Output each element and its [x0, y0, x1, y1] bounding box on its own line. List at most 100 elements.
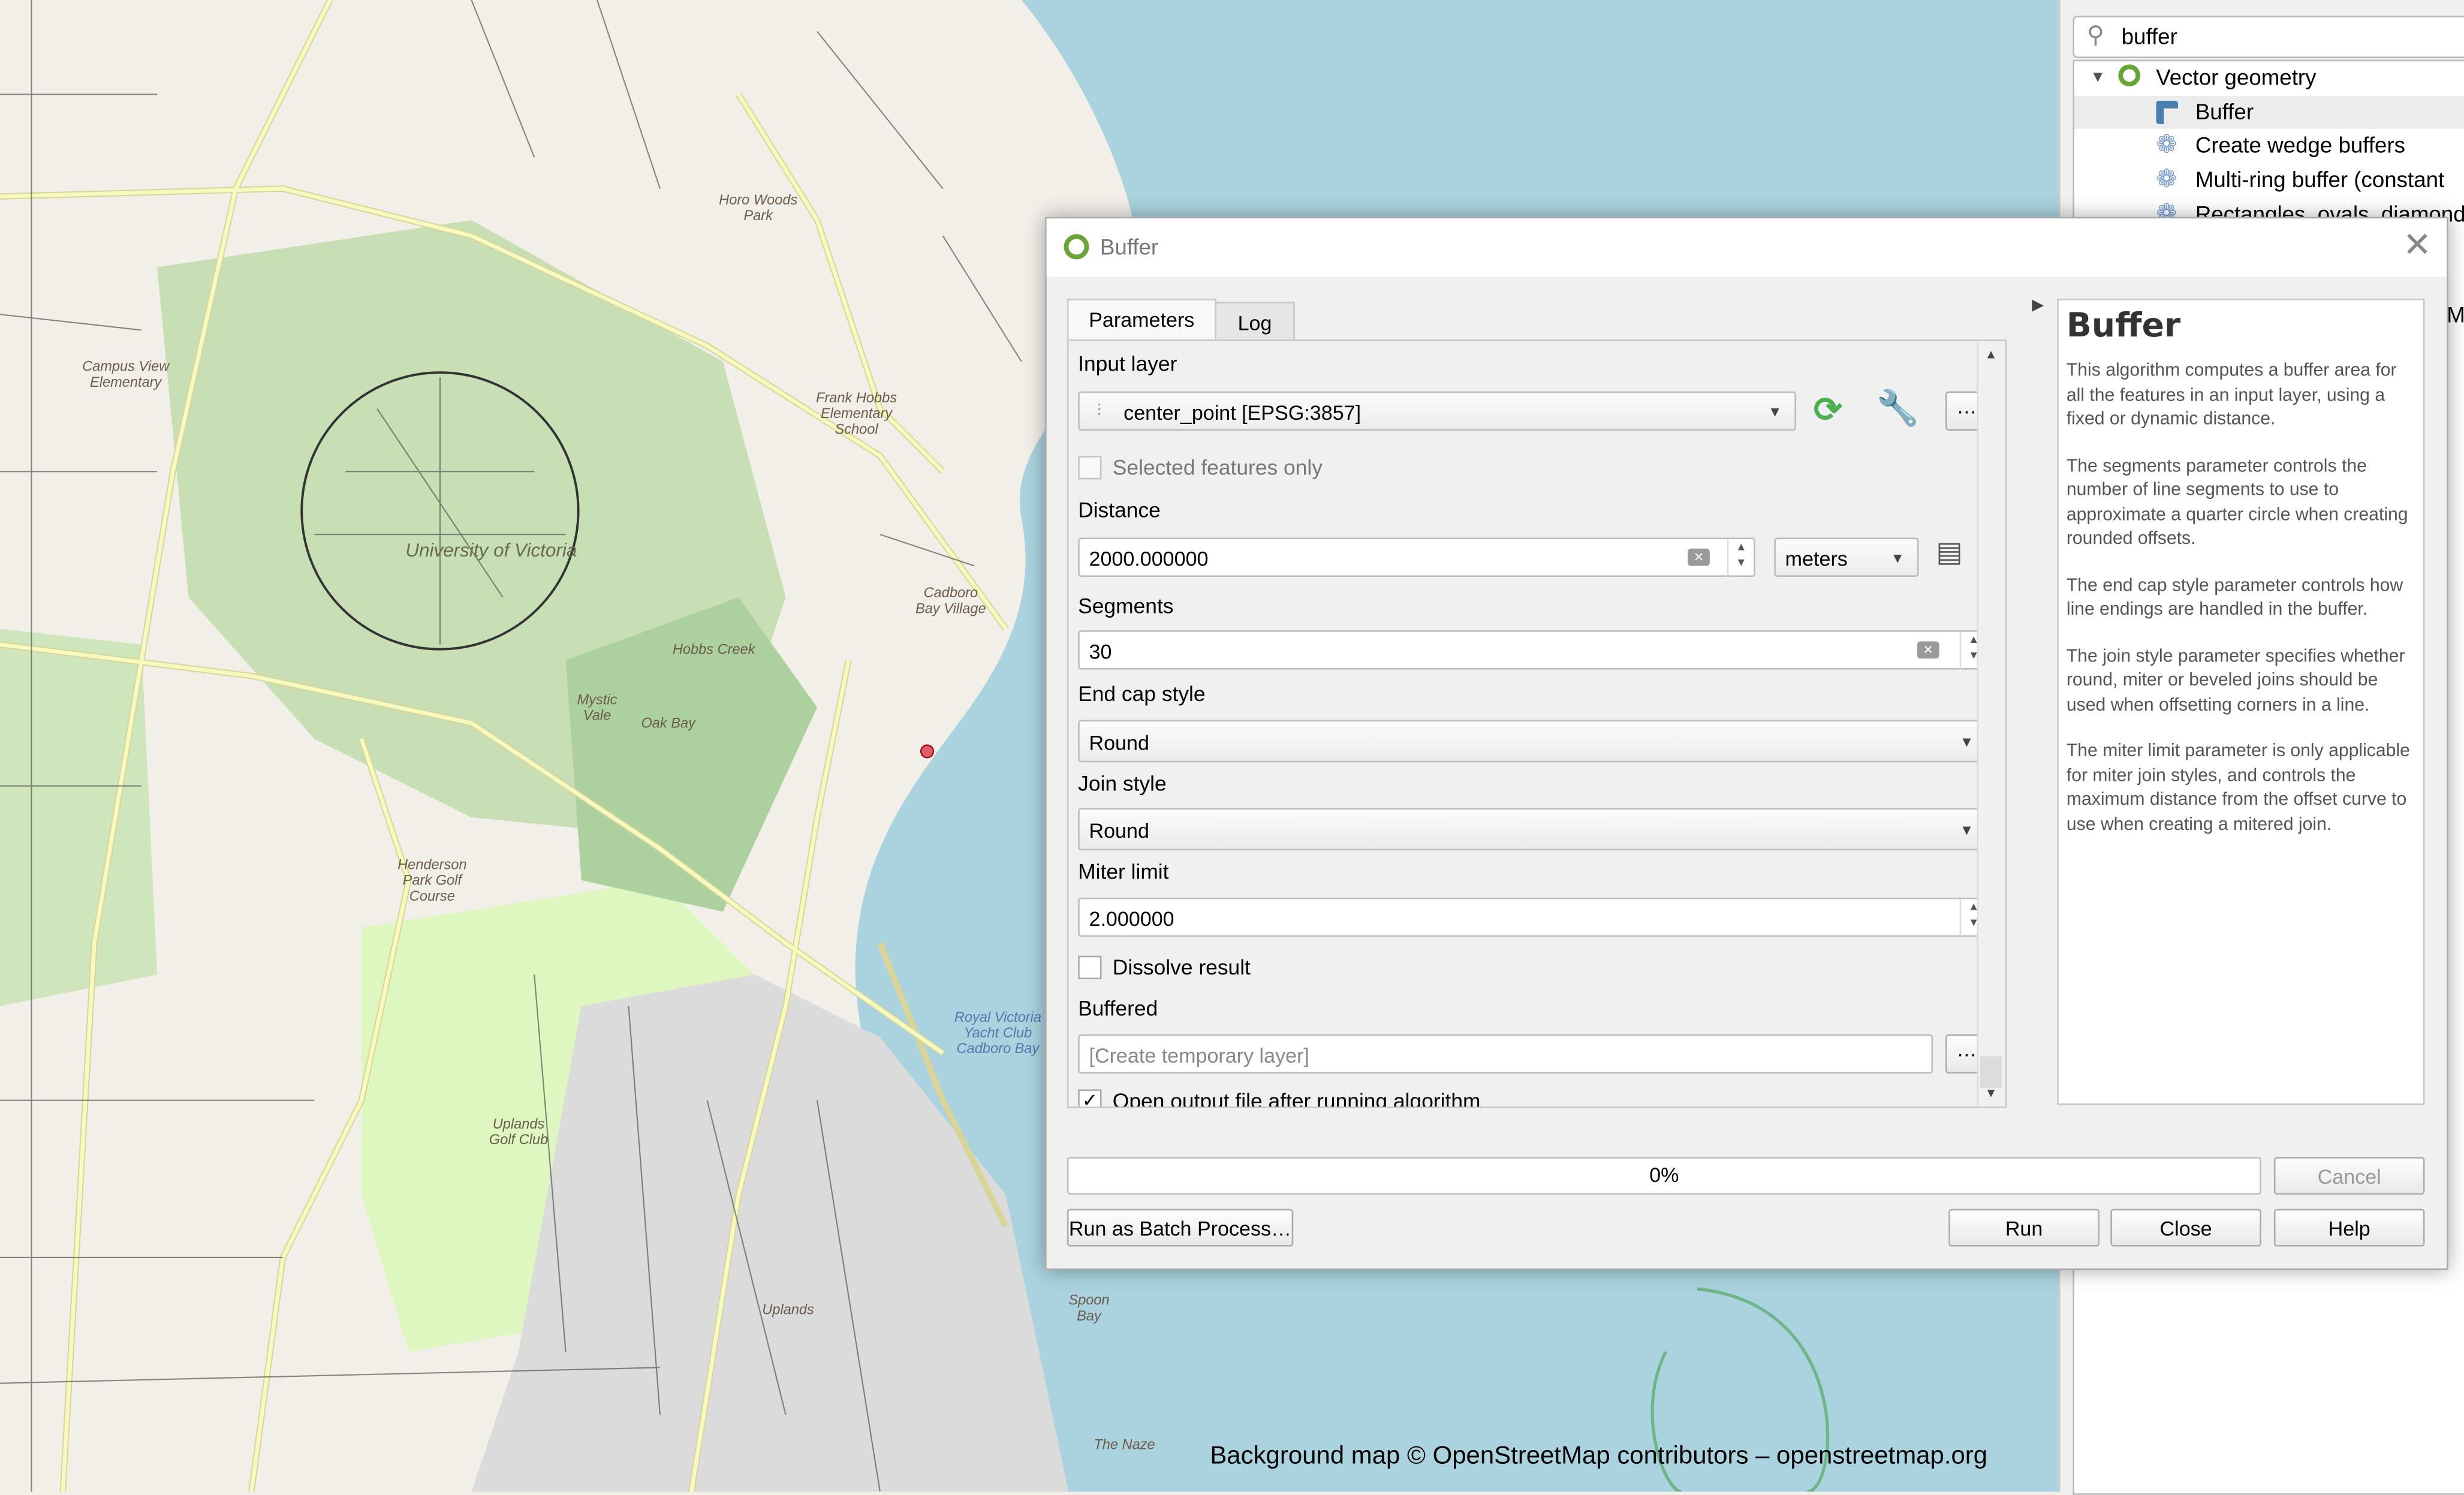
miter-limit-label: Miter limit	[1078, 859, 1169, 884]
run-button[interactable]: Run	[1948, 1208, 2099, 1247]
help-title: Buffer	[2066, 306, 2181, 345]
dialog-title: Buffer	[1100, 234, 1159, 260]
distance-unit-value: meters	[1785, 547, 1848, 571]
map-label: Frank Hobbs Elementary School	[816, 390, 897, 437]
group-label: Vector geometry	[2156, 64, 2317, 90]
collapse-help-arrow-icon[interactable]: ▶	[2032, 297, 2044, 315]
dissolve-label: Dissolve result	[1112, 955, 1251, 980]
point-layer-icon: ⋮	[1092, 401, 1107, 417]
run-batch-button[interactable]: Run as Batch Process…	[1067, 1208, 1294, 1247]
map-attribution: Background map © OpenStreetMap contribut…	[1210, 1443, 1988, 1470]
selected-features-checkbox[interactable]	[1078, 456, 1102, 480]
map-label: Cadboro Bay Village	[915, 585, 986, 616]
map-label: Uplands Golf Club	[489, 1116, 549, 1148]
expand-arrow-icon[interactable]: ▼	[2090, 69, 2106, 87]
residential-area	[471, 974, 1069, 1492]
help-button[interactable]: Help	[2273, 1208, 2425, 1247]
output-layer-input[interactable]: [Create temporary layer]	[1078, 1034, 1933, 1074]
search-icon: ⚲	[2086, 22, 2104, 49]
tree-item-wedge-buffers[interactable]: ❁ Create wedge buffers	[2074, 129, 2464, 162]
miter-spinner[interactable]: ▲ ▼	[1959, 899, 1987, 937]
data-defined-override-icon[interactable]: ▤	[1936, 536, 1963, 568]
scrollbar-thumb[interactable]	[1980, 1056, 2002, 1088]
scroll-down-icon[interactable]: ▼	[1984, 1086, 1998, 1100]
chevron-down-icon: ▼	[1959, 822, 1974, 838]
buffer-icon	[2156, 100, 2178, 125]
tab-parameters[interactable]: Parameters	[1067, 299, 1216, 341]
help-paragraph: The miter limit parameter is only applic…	[2066, 742, 2410, 834]
miter-limit-value: 2.000000	[1089, 907, 1174, 931]
map-label: Spoon Bay	[1068, 1292, 1110, 1324]
panel-side-letter: M	[2447, 302, 2464, 327]
clear-icon[interactable]: ✕	[1917, 641, 1939, 659]
distance-unit-combo[interactable]: meters ▼	[1774, 537, 1919, 577]
qgis-logo-icon	[1064, 234, 1089, 260]
tree-item-buffer[interactable]: Buffer	[2074, 95, 2464, 129]
open-output-checkbox[interactable]: ✓	[1078, 1089, 1102, 1107]
end-cap-combo[interactable]: Round ▼	[1078, 720, 1988, 763]
distance-input[interactable]: 2000.000000 ✕ ▲ ▼	[1078, 537, 1755, 577]
help-paragraph: The segments parameter controls the numb…	[2066, 456, 2408, 549]
map-label: The Naze	[1094, 1436, 1155, 1452]
close-icon[interactable]: ✕	[2402, 224, 2432, 264]
qgis-logo-icon	[2118, 64, 2141, 87]
gear-icon: ❁	[2156, 132, 2177, 159]
close-button[interactable]: Close	[2110, 1208, 2261, 1247]
dialog-titlebar[interactable]: Buffer ✕	[1046, 218, 2447, 277]
output-label: Buffered	[1078, 996, 1158, 1021]
help-paragraph: The join style parameter specifies wheth…	[2066, 646, 2405, 715]
map-label: Uplands	[762, 1301, 814, 1317]
input-layer-label: Input layer	[1078, 352, 1177, 376]
segments-spinner[interactable]: ▲ ▼	[1959, 631, 1987, 670]
distance-spinner[interactable]: ▲ ▼	[1727, 539, 1754, 577]
item-label: Buffer	[2195, 99, 2254, 125]
map-label: Horo Woods Park	[719, 191, 798, 224]
chevron-down-icon: ▼	[1959, 734, 1974, 750]
dissolve-checkbox[interactable]	[1078, 955, 1102, 980]
item-label: Multi-ring buffer (constant	[2195, 166, 2445, 192]
map-label: Campus View Elementary	[82, 358, 170, 390]
join-style-combo[interactable]: Round ▼	[1078, 808, 1988, 851]
map-label: Mystic Vale	[577, 691, 617, 723]
map-label: Henderson Park Golf Course	[397, 856, 467, 904]
wrench-icon[interactable]: 🔧	[1876, 388, 1920, 428]
park-area-2	[565, 597, 818, 912]
tree-item-multi-ring-buffer[interactable]: ❁ Multi-ring buffer (constant	[2074, 164, 2464, 197]
search-value: buffer	[2121, 23, 2177, 49]
tree-group-vector-geometry[interactable]: ▼ Vector geometry	[2074, 61, 2464, 94]
map-label: University of Victoria	[405, 539, 577, 561]
chevron-down-icon: ▼	[1890, 550, 1905, 566]
map-label: Hobbs Creek	[672, 641, 755, 657]
map-label: Oak Bay	[641, 715, 695, 731]
help-paragraph: This algorithm computes a buffer area fo…	[2066, 361, 2397, 429]
end-cap-label: End cap style	[1078, 682, 1206, 706]
join-style-value: Round	[1089, 819, 1149, 843]
iterate-icon[interactable]: ⟳	[1813, 390, 1843, 429]
buffer-circle	[300, 371, 580, 651]
tab-log[interactable]: Log	[1215, 302, 1295, 341]
progress-text: 0%	[1649, 1163, 1679, 1187]
join-style-label: Join style	[1078, 772, 1167, 796]
progress-bar: 0%	[1067, 1157, 2261, 1195]
miter-limit-input[interactable]: 2.000000 ▲ ▼	[1078, 897, 1988, 937]
help-paragraph: The end cap style parameter controls how…	[2066, 576, 2403, 619]
end-cap-value: Round	[1089, 730, 1149, 755]
buffer-dialog: Buffer ✕ Parameters Log ▶ Input layer ⋮ …	[1045, 216, 2448, 1270]
gear-icon: ❁	[2156, 166, 2177, 194]
params-scrollbar[interactable]: ▲ ▼	[1977, 341, 2005, 1107]
toolbox-search-input[interactable]: ⚲ buffer	[2073, 16, 2464, 58]
segments-label: Segments	[1078, 594, 1174, 618]
distance-value: 2000.000000	[1089, 547, 1209, 571]
cancel-button[interactable]: Cancel	[2273, 1157, 2425, 1195]
scroll-up-icon[interactable]: ▲	[1984, 347, 1998, 362]
input-layer-combo[interactable]: ⋮ center_point [EPSG:3857] ▼	[1078, 391, 1797, 431]
parameters-panel: Input layer ⋮ center_point [EPSG:3857] ▼…	[1067, 339, 2007, 1108]
segments-input[interactable]: 30 ✕ ▲ ▼	[1078, 630, 1988, 670]
segments-value: 30	[1089, 639, 1112, 664]
map-label: Royal Victoria Yacht Club Cadboro Bay	[954, 1009, 1041, 1057]
clear-icon[interactable]: ✕	[1688, 548, 1710, 566]
distance-label: Distance	[1078, 498, 1161, 522]
park-area-3	[0, 628, 158, 1006]
input-layer-value: center_point [EPSG:3857]	[1123, 401, 1361, 425]
center-point-marker	[920, 744, 935, 759]
